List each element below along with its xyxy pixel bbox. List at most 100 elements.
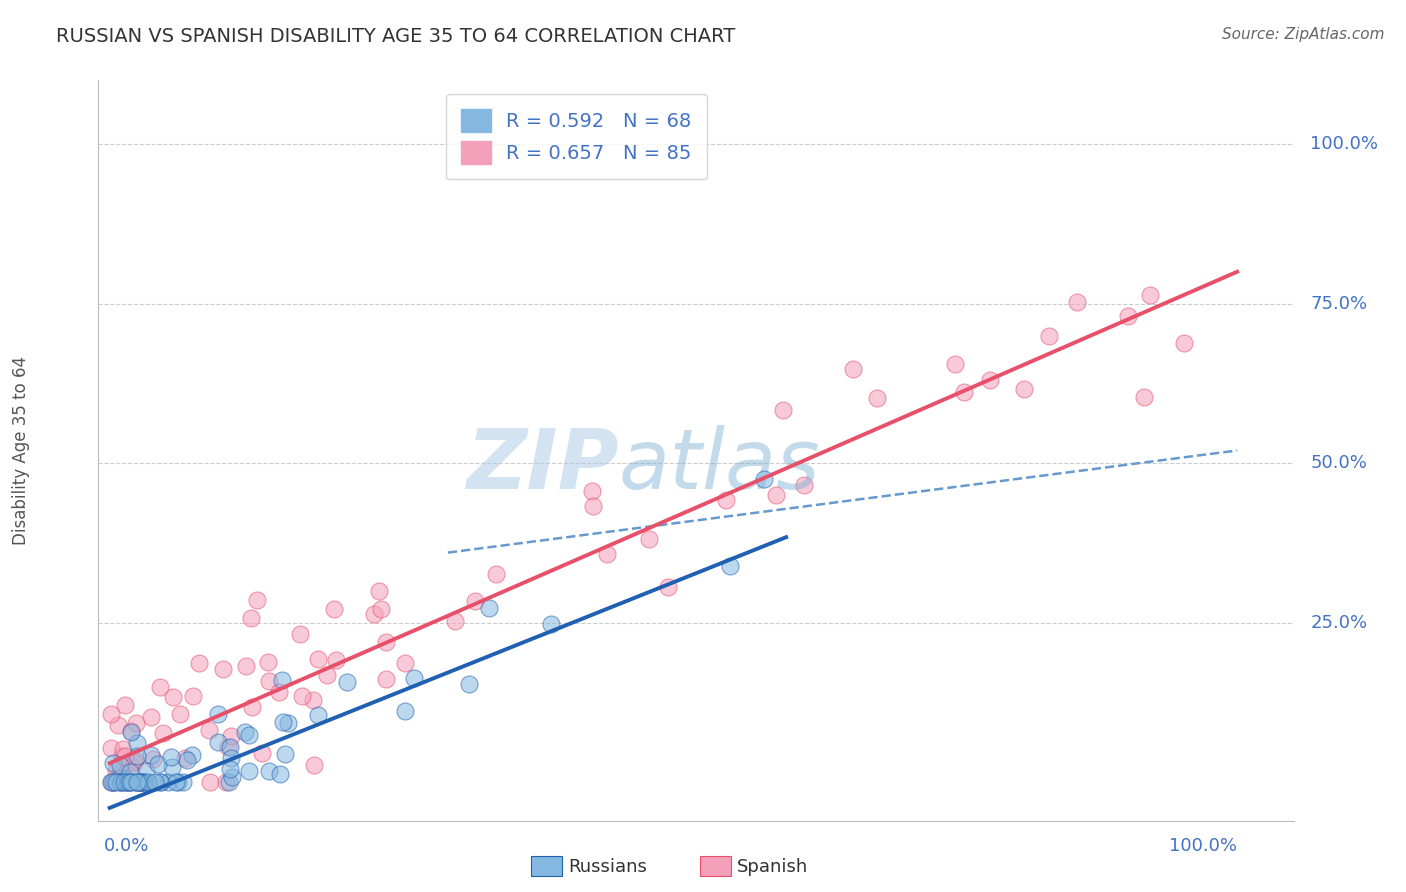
Point — [127, 774, 149, 789]
Text: 25.0%: 25.0% — [1310, 614, 1368, 632]
Point — [953, 384, 976, 399]
Point — [118, 774, 141, 789]
Point — [215, 774, 238, 789]
Point — [1173, 335, 1195, 350]
Point — [180, 748, 202, 763]
Point — [181, 690, 204, 704]
Text: Disability Age 35 to 64: Disability Age 35 to 64 — [11, 356, 30, 545]
Point — [444, 615, 467, 629]
Point — [221, 770, 243, 784]
Point — [114, 771, 136, 785]
Text: Source: ZipAtlas.com: Source: ZipAtlas.com — [1222, 27, 1385, 42]
Point — [110, 766, 132, 780]
Point — [143, 774, 166, 789]
Point — [110, 774, 132, 789]
Point — [107, 717, 129, 731]
Point — [162, 760, 184, 774]
Point — [129, 774, 152, 789]
Point — [207, 735, 229, 749]
Point — [105, 770, 128, 784]
Point — [127, 774, 149, 789]
Point — [176, 753, 198, 767]
Point — [103, 756, 125, 771]
Point — [1139, 288, 1161, 302]
Point — [100, 774, 122, 789]
Text: ZIP: ZIP — [465, 425, 619, 506]
Point — [336, 675, 359, 690]
Point — [945, 358, 967, 372]
Point — [142, 752, 165, 766]
Point — [134, 774, 156, 789]
Point — [363, 607, 385, 621]
Point — [464, 594, 486, 608]
Point — [1038, 328, 1060, 343]
Point — [256, 655, 278, 669]
Text: Spanish: Spanish — [737, 858, 808, 876]
Point — [212, 662, 235, 676]
Point — [218, 774, 240, 789]
Point — [108, 757, 131, 772]
Point — [714, 492, 737, 507]
Point — [129, 774, 152, 789]
Point — [368, 583, 391, 598]
Point — [101, 774, 124, 789]
Point — [120, 724, 142, 739]
Point — [979, 373, 1001, 387]
Text: atlas: atlas — [619, 425, 820, 506]
Point — [323, 602, 346, 616]
Point — [485, 566, 508, 581]
Point — [172, 774, 194, 789]
Point — [277, 716, 299, 731]
Point — [162, 690, 184, 704]
Point — [114, 748, 136, 763]
Point — [136, 774, 159, 789]
Point — [146, 757, 169, 772]
Point — [167, 774, 190, 789]
Text: 50.0%: 50.0% — [1310, 454, 1367, 472]
Point — [120, 764, 142, 779]
Point — [117, 774, 139, 789]
Point — [375, 672, 398, 686]
Point — [301, 692, 323, 706]
Point — [581, 484, 603, 499]
Point — [117, 774, 139, 789]
Point — [125, 716, 148, 731]
Point — [325, 653, 347, 667]
Point — [246, 593, 269, 607]
Point — [290, 626, 312, 640]
Point — [374, 635, 396, 649]
Point — [100, 741, 122, 756]
Point — [240, 611, 263, 625]
Point — [238, 764, 260, 778]
Point — [235, 659, 257, 673]
Point — [270, 673, 292, 688]
Point — [302, 758, 325, 772]
Point — [273, 747, 295, 762]
Point — [218, 762, 240, 776]
Point — [307, 707, 329, 722]
Point — [1014, 382, 1036, 396]
Point — [207, 707, 229, 722]
Point — [269, 767, 291, 781]
Point — [129, 774, 152, 789]
Point — [1133, 390, 1156, 404]
Point — [841, 362, 863, 376]
Point — [160, 749, 183, 764]
Point — [139, 747, 162, 762]
Point — [219, 729, 242, 743]
Point — [752, 472, 775, 486]
Text: 75.0%: 75.0% — [1310, 294, 1368, 313]
Point — [793, 478, 815, 492]
Point — [135, 764, 157, 779]
Text: Russians: Russians — [568, 858, 647, 876]
Text: RUSSIAN VS SPANISH DISABILITY AGE 35 TO 64 CORRELATION CHART: RUSSIAN VS SPANISH DISABILITY AGE 35 TO … — [56, 27, 735, 45]
Point — [125, 774, 148, 789]
Point — [105, 764, 128, 779]
Point — [540, 616, 562, 631]
Point — [125, 736, 148, 750]
Point — [1066, 295, 1088, 310]
Point — [125, 749, 148, 764]
Point — [198, 774, 221, 789]
Point — [128, 774, 150, 789]
Point — [114, 698, 136, 712]
